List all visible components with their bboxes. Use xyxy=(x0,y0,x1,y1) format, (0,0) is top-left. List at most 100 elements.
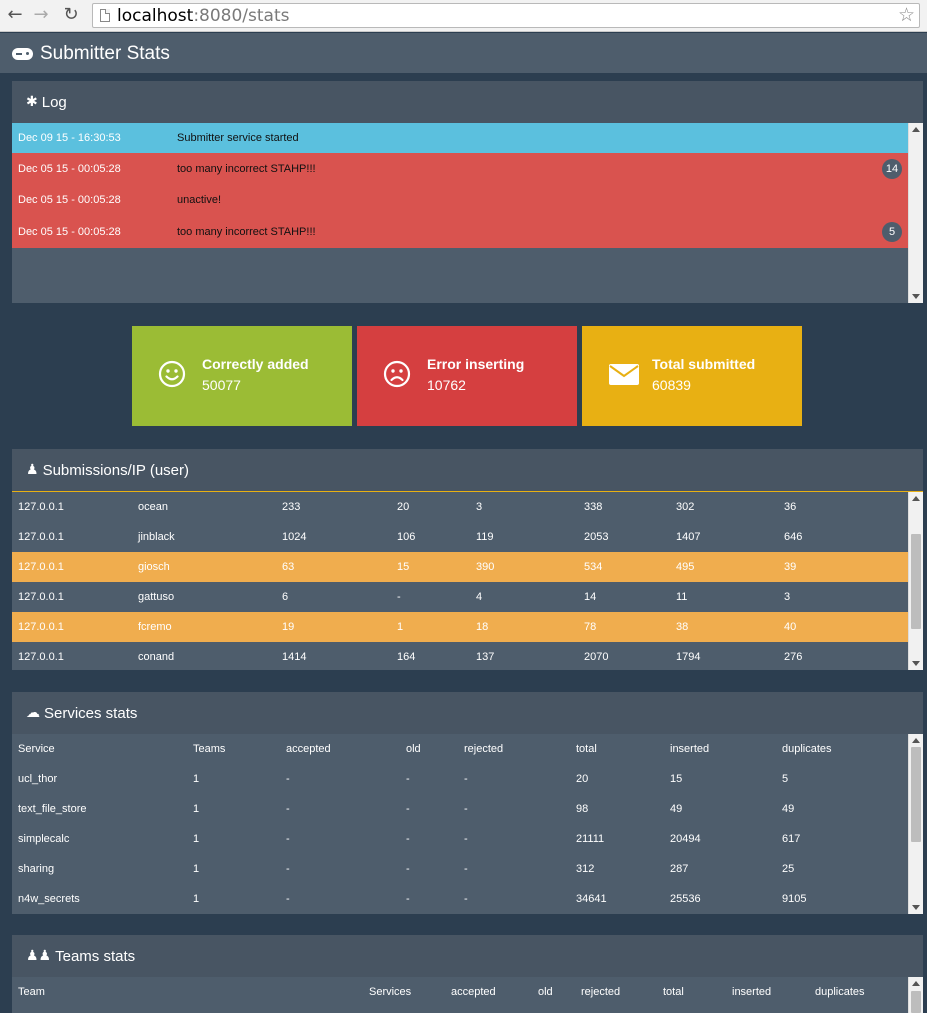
table-cell: 312 xyxy=(576,863,595,875)
table-cell: 119 xyxy=(476,531,494,543)
table-cell: ucl_thor xyxy=(18,773,58,785)
submissions-scrollbar[interactable] xyxy=(908,492,923,670)
table-cell: 127.0.0.1 xyxy=(18,591,64,603)
table-cell: 25 xyxy=(782,863,795,875)
table-cell: 15 xyxy=(670,773,683,785)
log-row[interactable]: Dec 09 15 - 16:30:53 Submitter service st… xyxy=(12,123,908,153)
log-row[interactable]: Dec 05 15 - 00:05:28 unactive! xyxy=(12,185,908,215)
cloud-icon: ☁ xyxy=(26,705,40,721)
log-list[interactable]: Dec 09 15 - 16:30:53 Submitter service st… xyxy=(12,123,923,303)
column-header[interactable]: total xyxy=(663,986,684,998)
column-header[interactable]: Service xyxy=(18,743,55,755)
table-row: 127.0.0.1 fcremo 19 1 18 78 38 40 xyxy=(12,612,908,642)
table-cell: - xyxy=(464,863,468,875)
table-cell: 1407 xyxy=(676,531,701,543)
table-cell: 78 xyxy=(584,621,597,633)
table-cell: 287 xyxy=(670,863,689,875)
table-cell: 390 xyxy=(476,561,495,573)
table-cell: - xyxy=(464,893,468,905)
scroll-down-icon[interactable] xyxy=(912,661,920,666)
log-date: Dec 09 15 - 16:30:53 xyxy=(18,132,121,144)
forward-icon[interactable]: → xyxy=(33,4,49,25)
table-row: text_file_store 1 - - - 98 49 49 xyxy=(12,794,908,824)
table-cell: 127.0.0.1 xyxy=(18,651,64,663)
services-scrollbar[interactable] xyxy=(908,734,923,914)
scroll-down-icon[interactable] xyxy=(912,905,920,910)
table-cell: 646 xyxy=(784,531,803,543)
column-header[interactable]: accepted xyxy=(451,986,496,998)
table-cell: - xyxy=(406,863,410,875)
table-cell: 39 xyxy=(784,561,797,573)
submissions-title: Submissions/IP (user) xyxy=(42,461,190,479)
column-header[interactable]: accepted xyxy=(286,743,331,755)
table-cell: 1794 xyxy=(676,651,701,663)
table-cell: 15 xyxy=(397,561,410,573)
stat-total-submitted: Total submitted 60839 xyxy=(582,326,802,426)
column-header[interactable]: rejected xyxy=(464,743,504,755)
app-title-text: Submitter Stats xyxy=(40,43,170,64)
address-bar[interactable]: localhost:8080/stats ☆ xyxy=(92,3,920,28)
scroll-thumb[interactable] xyxy=(911,991,921,1013)
column-header[interactable]: Services xyxy=(369,986,412,998)
table-cell: 534 xyxy=(584,561,603,573)
scroll-thumb[interactable] xyxy=(911,747,921,842)
table-cell: 2070 xyxy=(584,651,609,663)
column-header[interactable]: duplicates xyxy=(815,986,865,998)
star-icon[interactable]: ☆ xyxy=(897,4,915,26)
table-row: 127.0.0.1 jinblack 1024 106 119 2053 1407 646 xyxy=(12,522,908,552)
column-header[interactable]: Team xyxy=(18,986,45,998)
log-date: Dec 05 15 - 00:05:28 xyxy=(18,194,121,206)
scroll-up-icon[interactable] xyxy=(912,738,920,743)
scroll-up-icon[interactable] xyxy=(912,496,920,501)
services-table: Service Teams accepted old rejected total inse… xyxy=(12,734,923,914)
table-cell: gattuso xyxy=(138,591,175,603)
table-cell: 4 xyxy=(476,591,483,603)
column-header[interactable]: Teams xyxy=(193,743,226,755)
stat-correctly-added: Correctly added 50077 xyxy=(132,326,352,426)
table-row: ucl_thor 1 - - - 20 15 5 xyxy=(12,764,908,794)
user-icon: ♟ xyxy=(26,462,39,478)
column-header[interactable]: inserted xyxy=(732,986,772,998)
table-cell: text_file_store xyxy=(18,803,87,815)
stat-label: Error inserting xyxy=(427,356,525,372)
teams-panel: ♟♟ Teams stats Team Services accepted old re… xyxy=(12,935,923,1013)
table-cell: 5 xyxy=(782,773,789,785)
table-cell: sharing xyxy=(18,863,55,875)
table-header-row: Team Services accepted old rejected total inse… xyxy=(12,977,908,1007)
stat-value: 10762 xyxy=(427,377,466,393)
log-panel-header: ✱ Log xyxy=(12,81,923,123)
stat-value: 50077 xyxy=(202,377,241,393)
column-header[interactable]: rejected xyxy=(581,986,621,998)
column-header[interactable]: duplicates xyxy=(782,743,832,755)
column-header[interactable]: total xyxy=(576,743,597,755)
table-cell: - xyxy=(464,773,468,785)
browser-toolbar: ← → ↻ localhost:8080/stats ☆ xyxy=(0,0,927,32)
table-cell: 20 xyxy=(576,773,589,785)
log-row[interactable]: Dec 05 15 - 00:05:28 too many incorrect S… xyxy=(12,153,908,185)
table-row: 127.0.0.1 gattuso 6 - 4 14 11 3 xyxy=(12,582,908,612)
teams-scrollbar[interactable] xyxy=(908,977,923,1013)
table-cell: 9105 xyxy=(782,893,807,905)
table-row: 127.0.0.1 conand 1414 164 137 2070 1794 276 xyxy=(12,642,908,670)
log-row[interactable]: Dec 05 15 - 00:05:28 too many incorrect S… xyxy=(12,215,908,248)
scroll-down-icon[interactable] xyxy=(912,294,920,299)
table-cell: 34641 xyxy=(576,893,607,905)
scroll-up-icon[interactable] xyxy=(912,127,920,132)
table-cell: - xyxy=(406,833,410,845)
table-cell: 1 xyxy=(193,893,200,905)
log-date: Dec 05 15 - 00:05:28 xyxy=(18,225,121,238)
scroll-up-icon[interactable] xyxy=(912,981,920,986)
log-scrollbar[interactable] xyxy=(908,123,923,303)
services-panel: ☁ Services stats Service Teams accepted old… xyxy=(12,692,923,914)
table-cell: - xyxy=(286,803,290,815)
table-cell: 21111 xyxy=(576,833,605,845)
column-header[interactable]: old xyxy=(538,986,553,998)
column-header[interactable]: inserted xyxy=(670,743,710,755)
reload-icon[interactable]: ↻ xyxy=(63,4,79,25)
table-cell: 1 xyxy=(193,803,200,815)
column-header[interactable]: old xyxy=(406,743,421,755)
table-cell: - xyxy=(286,773,290,785)
scroll-thumb[interactable] xyxy=(911,534,921,629)
back-icon[interactable]: ← xyxy=(7,4,23,25)
table-cell: 338 xyxy=(584,501,603,513)
